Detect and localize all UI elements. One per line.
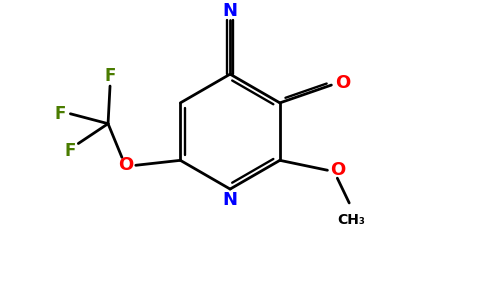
Text: N: N — [223, 2, 238, 20]
Text: F: F — [105, 67, 116, 85]
Text: F: F — [55, 105, 66, 123]
Text: F: F — [65, 142, 76, 160]
Text: O: O — [334, 74, 350, 92]
Text: O: O — [118, 156, 134, 174]
Text: O: O — [330, 161, 345, 179]
Text: N: N — [223, 191, 238, 209]
Text: CH₃: CH₃ — [337, 213, 365, 227]
